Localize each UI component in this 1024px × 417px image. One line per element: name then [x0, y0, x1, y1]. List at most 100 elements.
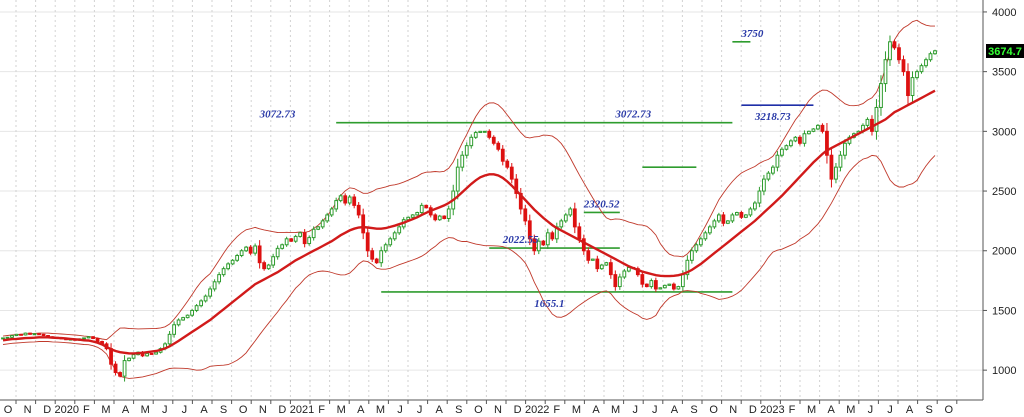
last-price-marker: 3674.7	[986, 44, 1024, 58]
candle-body	[82, 337, 86, 340]
candle-body	[680, 274, 685, 288]
candle-body	[365, 232, 370, 252]
candle-body	[392, 232, 397, 240]
candle-body	[10, 335, 14, 338]
candle-body	[572, 208, 577, 228]
candle-body	[352, 196, 357, 206]
candle-body	[825, 130, 829, 156]
candle-body	[86, 336, 91, 339]
x-tick-label: D	[749, 404, 757, 416]
candle-body	[41, 333, 46, 337]
candle-body	[694, 244, 699, 252]
candle-body	[883, 59, 888, 85]
candle-body	[843, 142, 847, 156]
candle-body	[698, 238, 703, 246]
candle-body	[793, 136, 798, 142]
x-tick-label: A	[671, 404, 679, 416]
x-tick-label: D	[278, 404, 286, 416]
candle-body	[924, 59, 928, 67]
candle-body	[244, 246, 249, 252]
candle-body	[131, 354, 136, 359]
candle-body	[874, 106, 879, 132]
candle-body	[176, 319, 181, 326]
candle-body	[226, 263, 231, 270]
x-tick-label: J	[632, 404, 638, 416]
candle-body	[127, 357, 131, 362]
candle-body	[32, 333, 37, 336]
x-tick-label: N	[494, 404, 502, 416]
candle-body	[541, 240, 546, 246]
x-tick-label: A	[828, 404, 836, 416]
annotation-label: 3072.73	[259, 109, 296, 121]
candle-body	[271, 256, 276, 266]
annotation-label: 2320.52	[583, 198, 620, 210]
candle-body	[167, 333, 172, 345]
candle-body	[145, 352, 149, 357]
candle-body	[185, 314, 190, 319]
candle-body	[383, 244, 388, 252]
candle-body	[590, 258, 595, 261]
candle-body	[910, 77, 915, 97]
annotation-label: 1655.1	[534, 298, 564, 310]
candle-body	[721, 214, 726, 224]
x-tick-label: M	[376, 404, 385, 416]
candle-body	[617, 276, 622, 288]
x-tick-label: O	[4, 404, 13, 416]
candle-body	[906, 71, 910, 97]
x-tick-label: J	[652, 404, 658, 416]
candle-body	[559, 220, 564, 228]
candle-body	[716, 214, 721, 222]
candle-body	[307, 237, 312, 245]
candle-body	[550, 232, 555, 240]
candle-body	[739, 212, 744, 218]
x-tick-label: 2023	[760, 404, 784, 416]
candle-body	[707, 226, 712, 234]
candle-body	[865, 118, 870, 126]
x-tick-label: J	[182, 404, 188, 416]
x-tick-label: J	[887, 404, 893, 416]
candle-body	[766, 172, 771, 180]
y-tick-label: 2000	[992, 246, 1016, 258]
y-tick-label: 1500	[992, 305, 1016, 317]
candle-body	[577, 226, 582, 240]
candle-body	[780, 148, 784, 156]
candle-body	[775, 154, 780, 168]
candle-body	[19, 333, 23, 336]
candle-body	[523, 208, 528, 222]
candle-body	[500, 148, 505, 162]
candle-body	[595, 258, 600, 270]
x-tick-label: S	[690, 404, 697, 416]
x-tick-label: O	[239, 404, 248, 416]
x-tick-label: 2022	[525, 404, 549, 416]
candle-body	[505, 160, 510, 168]
candle-body	[172, 324, 176, 335]
candle-body	[879, 83, 883, 108]
candle-body	[802, 133, 807, 144]
candle-body	[730, 214, 735, 222]
candle-body	[644, 283, 649, 288]
candle-body	[149, 352, 154, 355]
candle-body	[532, 238, 537, 252]
candle-body	[334, 200, 339, 210]
candle-body	[113, 363, 118, 374]
annotation-label: 3750	[740, 28, 764, 40]
candle-body	[599, 264, 604, 270]
candle-body	[361, 214, 366, 234]
x-tick-label: A	[357, 404, 365, 416]
x-tick-label: M	[337, 404, 346, 416]
candle-body	[370, 250, 375, 260]
candle-body	[356, 204, 361, 216]
candle-body	[212, 281, 217, 290]
candle-body	[626, 266, 631, 272]
candle-body	[316, 226, 321, 230]
candle-body	[235, 255, 240, 261]
candle-body	[325, 214, 330, 222]
candle-body	[640, 274, 645, 285]
candle-body	[217, 274, 222, 283]
candle-body	[748, 208, 753, 216]
candle-body	[239, 250, 244, 257]
candle-body	[581, 238, 586, 252]
candle-body	[28, 332, 32, 335]
x-tick-label: F	[789, 404, 796, 416]
